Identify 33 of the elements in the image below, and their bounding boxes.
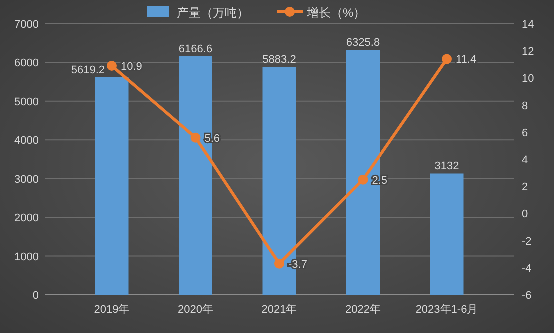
- data-label: 5619.2: [71, 64, 105, 76]
- y2-tick-label: -6: [522, 290, 532, 302]
- y2-tick-label: 10: [522, 73, 534, 86]
- y-tick-label: 7000: [14, 19, 39, 31]
- y-tick-label: 3000: [14, 174, 39, 186]
- x-tick-label: 2021年: [262, 304, 298, 316]
- y-tick-label: 5000: [14, 96, 39, 108]
- x-tick-label: 2020年: [178, 304, 214, 316]
- y-tick-label: 4000: [14, 135, 39, 148]
- y2-tick-label: 6: [522, 127, 528, 140]
- y2-tick-label: -4: [522, 262, 532, 275]
- y-tick-label: 6000: [14, 58, 39, 70]
- data-label: 11.4: [456, 54, 477, 66]
- y2-tick-label: 8: [522, 100, 528, 112]
- y-tick-label: 1000: [14, 251, 39, 264]
- data-label: 6325.8: [346, 37, 380, 50]
- x-tick-label: 2023年1-6月: [416, 304, 478, 316]
- data-label: 6166.6: [178, 43, 213, 56]
- y2-tick-label: 14: [522, 19, 534, 31]
- y2-tick-label: 0: [522, 208, 528, 221]
- y2-tick-label: 12: [522, 46, 534, 58]
- y-tick-label: 2000: [14, 212, 39, 225]
- x-tick-label: 2022年: [346, 304, 381, 316]
- y2-tick-label: 2: [522, 182, 528, 194]
- y2-tick-label: 4: [522, 154, 528, 166]
- legend-label: 增长（%）: [306, 6, 366, 20]
- data-label: 3132: [434, 160, 460, 173]
- data-label: 10.9: [121, 61, 142, 74]
- y-tick-label: 0: [32, 290, 39, 302]
- legend-label: 产量（万吨）: [177, 6, 249, 20]
- x-tick-label: 2019年: [94, 304, 130, 316]
- y2-tick-label: -2: [522, 236, 532, 248]
- data-label: 5883.2: [262, 54, 296, 66]
